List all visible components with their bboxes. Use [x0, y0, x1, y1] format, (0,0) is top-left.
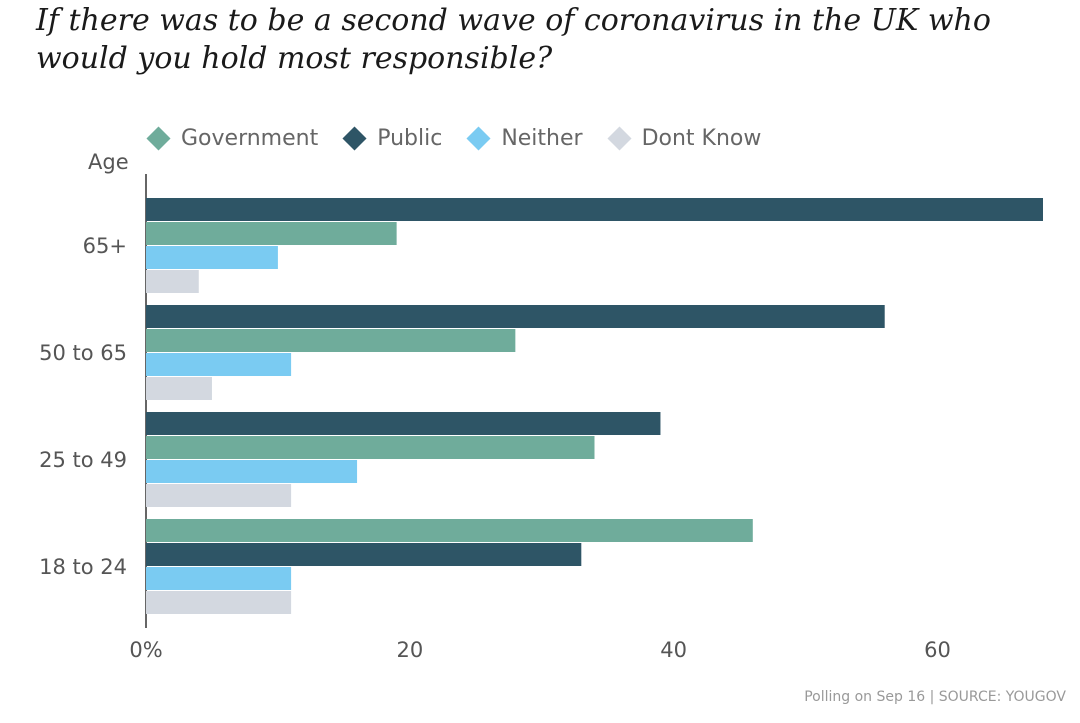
bar-public-25-to-49	[146, 412, 661, 435]
x-tick-label: 40	[660, 638, 687, 662]
bar-neither-65	[146, 246, 278, 269]
bar-government-18-to-24	[146, 519, 753, 542]
bar-government-65	[146, 222, 397, 245]
category-label: 25 to 49	[39, 448, 127, 472]
bar-dont-know-65	[146, 270, 199, 293]
source-footer: Polling on Sep 16 | SOURCE: YOUGOV	[804, 689, 1066, 705]
bar-neither-50-to-65	[146, 353, 292, 376]
legend-label-public: Public	[377, 125, 443, 151]
bar-public-18-to-24	[146, 543, 582, 566]
legend-label-neither: Neither	[501, 125, 583, 151]
legend-item-neither: Neither	[466, 125, 583, 151]
category-label: 65+	[83, 234, 127, 258]
legend-label-dont-know: Dont Know	[641, 125, 762, 151]
bar-dont-know-50-to-65	[146, 377, 212, 400]
legend-item-dont-know: Dont Know	[607, 125, 762, 151]
legend: Government Public Neither Dont Know	[146, 122, 761, 154]
bar-dont-know-18-to-24	[146, 591, 292, 614]
category-label: 18 to 24	[39, 555, 127, 579]
bar-government-25-to-49	[146, 436, 595, 459]
legend-label-government: Government	[181, 125, 319, 151]
x-tick-label: 0%	[129, 638, 162, 662]
legend-item-public: Public	[342, 126, 442, 151]
category-label: 50 to 65	[39, 341, 127, 365]
x-tick-label: 20	[396, 638, 423, 662]
bar-public-50-to-65	[146, 305, 885, 328]
y-axis-title: Age	[88, 150, 129, 174]
legend-item-government: Government	[146, 126, 318, 151]
bar-neither-25-to-49	[146, 460, 358, 483]
bar-government-50-to-65	[146, 329, 516, 352]
chart-title: If there was to be a second wave of coro…	[36, 3, 991, 76]
bar-neither-18-to-24	[146, 567, 292, 590]
bar-public-65	[146, 198, 1043, 221]
x-tick-label: 60	[924, 638, 951, 662]
bar-dont-know-25-to-49	[146, 484, 292, 507]
